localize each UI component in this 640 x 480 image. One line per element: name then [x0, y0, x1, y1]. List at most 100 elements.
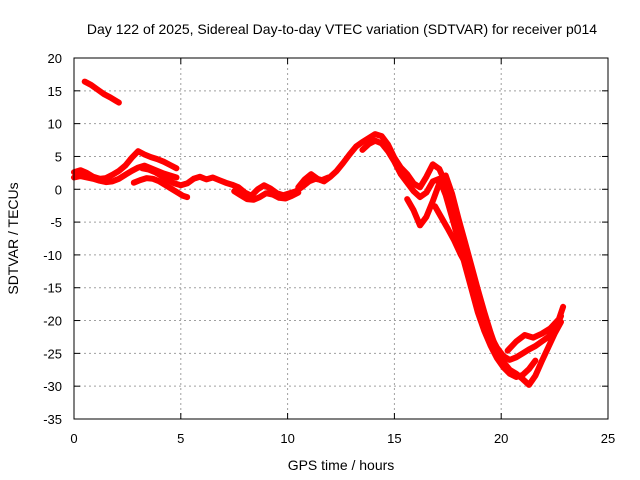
- data-point: [97, 178, 103, 184]
- data-point: [263, 190, 269, 196]
- data-point: [487, 329, 494, 335]
- data-point: [411, 207, 417, 213]
- data-point: [289, 193, 295, 199]
- data-point: [530, 335, 536, 341]
- data-point: [556, 316, 562, 322]
- data-point: [430, 198, 436, 204]
- data-point: [131, 180, 137, 186]
- data-point: [513, 338, 519, 345]
- x-tick-label: 15: [387, 431, 401, 446]
- data-point: [443, 172, 449, 179]
- data-point: [295, 184, 301, 190]
- data-point: [210, 174, 216, 181]
- x-tick-label: 10: [280, 431, 294, 446]
- data-point: [178, 182, 184, 188]
- data-point: [505, 348, 511, 354]
- data-point: [423, 190, 429, 196]
- data-point: [267, 186, 274, 192]
- data-point: [150, 176, 156, 182]
- x-tick-label: 0: [70, 431, 77, 446]
- data-point: [109, 178, 115, 184]
- data-point: [88, 82, 94, 88]
- data-point: [173, 165, 180, 171]
- data-point: [507, 367, 513, 373]
- data-point: [152, 169, 158, 175]
- data-point: [526, 346, 532, 352]
- data-point: [148, 154, 154, 160]
- data-point: [107, 94, 113, 100]
- data-point: [137, 177, 143, 183]
- data-point: [417, 222, 423, 228]
- data-point: [432, 203, 438, 209]
- data-point: [77, 173, 83, 179]
- data-point: [379, 140, 385, 146]
- data-point: [122, 163, 128, 169]
- data-point: [539, 358, 545, 364]
- data-point: [261, 182, 267, 188]
- y-tick-label: -10: [43, 248, 62, 263]
- data-point: [526, 382, 532, 388]
- data-point: [223, 180, 229, 186]
- data-point: [404, 171, 410, 177]
- data-point: [184, 194, 190, 200]
- y-tick-label: -15: [43, 281, 62, 296]
- data-point: [532, 358, 539, 364]
- data-point: [122, 172, 128, 178]
- data-point: [154, 156, 160, 162]
- data-point: [173, 174, 180, 181]
- data-point: [513, 354, 519, 360]
- data-point: [103, 179, 109, 185]
- data-point: [436, 166, 442, 172]
- data-point: [238, 192, 244, 198]
- data-point: [522, 332, 528, 338]
- data-point: [539, 331, 545, 337]
- grid: [74, 58, 608, 419]
- y-tick-label: -30: [43, 379, 62, 394]
- data-point: [116, 168, 122, 174]
- y-tick-label: -20: [43, 314, 62, 329]
- data-point: [391, 159, 397, 165]
- tick-labels: 0 5 10 15 20 25 -35 -30 -25 -20 -15 -10 -5 0 5 10 15 20: [43, 51, 615, 446]
- data-point: [295, 190, 301, 196]
- data-point: [167, 172, 173, 179]
- data-point: [445, 226, 451, 232]
- data-point: [77, 167, 83, 173]
- data-point: [216, 177, 222, 183]
- data-point: [180, 193, 186, 199]
- data-point: [109, 172, 115, 178]
- data-point: [235, 184, 242, 190]
- data-point: [340, 160, 346, 166]
- data-point: [353, 144, 359, 150]
- data-point: [532, 343, 539, 349]
- data-point: [462, 239, 468, 245]
- data-point: [257, 194, 263, 200]
- data-point: [366, 141, 372, 147]
- data-point: [334, 168, 340, 174]
- data-point: [372, 138, 378, 144]
- data-point: [321, 178, 327, 184]
- data-point: [398, 171, 404, 177]
- y-tick-label: 5: [55, 149, 62, 164]
- data-point: [532, 373, 539, 379]
- data-point: [513, 371, 519, 377]
- data-point: [171, 180, 177, 186]
- data-point: [229, 182, 235, 188]
- y-tick-label: -5: [50, 215, 62, 230]
- data-point: [346, 151, 353, 158]
- data-point: [423, 214, 429, 220]
- data-point: [481, 327, 487, 333]
- y-tick-label: 0: [55, 182, 62, 197]
- data-point: [141, 151, 148, 158]
- data-point: [560, 304, 566, 310]
- data-point: [520, 376, 526, 382]
- data-point: [163, 182, 169, 188]
- data-point: [449, 191, 455, 197]
- data-point: [404, 196, 410, 202]
- data-point: [255, 186, 261, 192]
- data-point: [481, 308, 487, 314]
- data-point: [184, 180, 190, 186]
- data-point: [135, 165, 141, 171]
- data-point: [494, 348, 500, 354]
- data-point: [82, 79, 88, 85]
- data-point: [372, 131, 378, 137]
